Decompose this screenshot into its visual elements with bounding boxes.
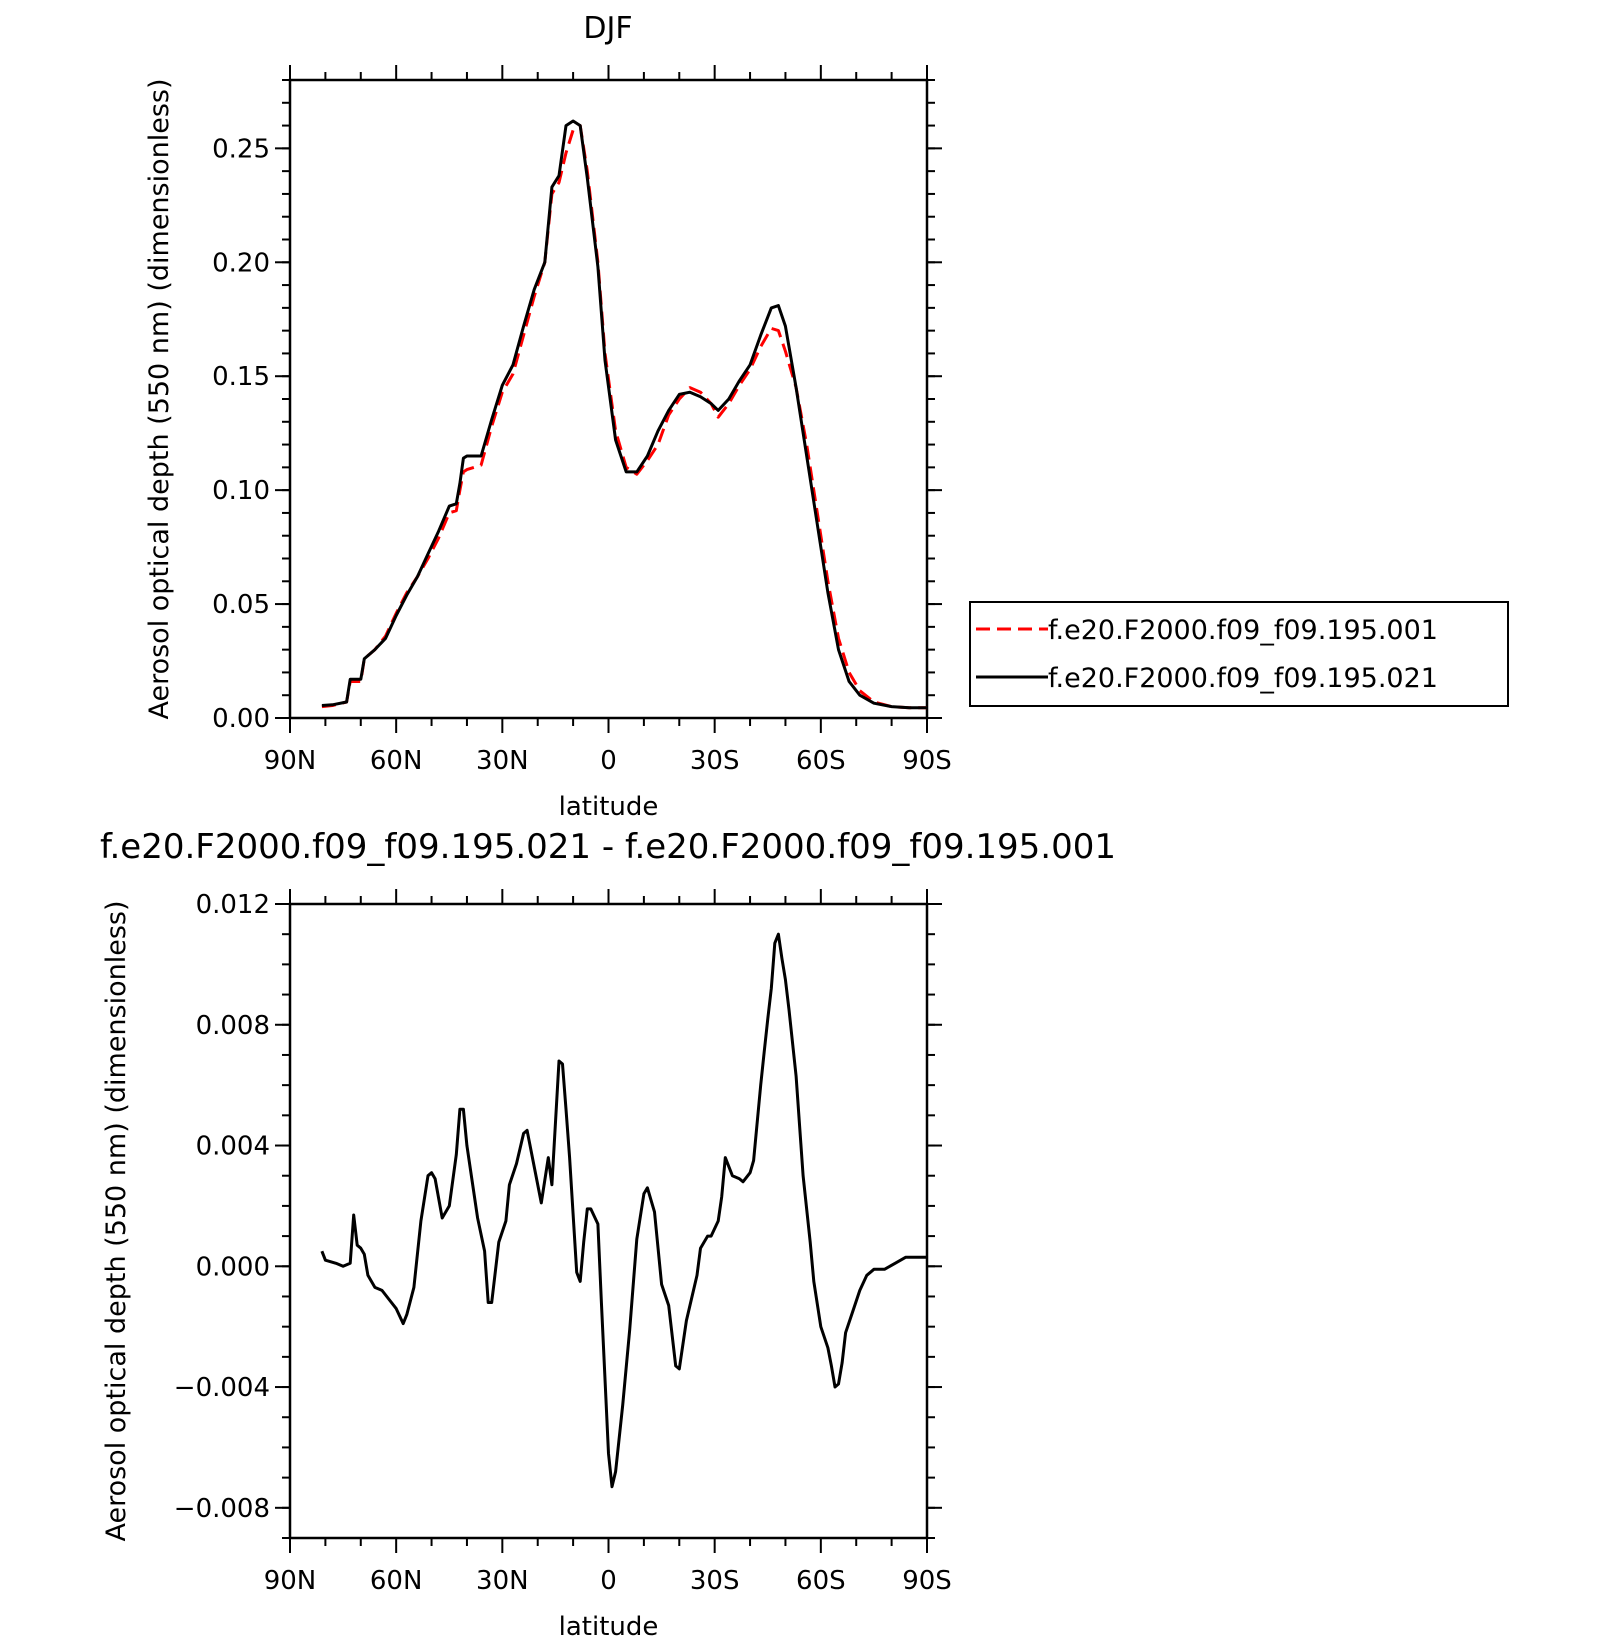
x-tick-label: 0	[600, 746, 617, 776]
x-tick-label: 90S	[902, 746, 952, 776]
legend-label-2: f.e20.F2000.f09_f09.195.021	[1048, 663, 1438, 694]
x-tick-label: 90N	[264, 1566, 317, 1596]
y-tick-label: 0.15	[212, 362, 270, 392]
y-tick-label: 0.00	[212, 704, 270, 734]
x-tick-label: 30N	[476, 746, 529, 776]
x-tick-label: 30S	[690, 746, 740, 776]
plot-frame-1	[288, 78, 929, 720]
x-tick-label: 0	[600, 1566, 617, 1596]
chart-title: DJF	[583, 11, 632, 46]
y-tick-label: 0.10	[212, 476, 270, 506]
series-line-1	[320, 932, 927, 1489]
x-tick-label: 60S	[796, 746, 846, 776]
chart-title: f.e20.F2000.f09_f09.195.021 - f.e20.F200…	[100, 827, 1116, 867]
y-tick-label: 0.25	[212, 134, 270, 164]
y-tick-label: 0.05	[212, 590, 270, 620]
legend-label-1: f.e20.F2000.f09_f09.195.001	[1048, 615, 1438, 646]
x-tick-label: 90N	[264, 746, 317, 776]
x-tick-label: 60S	[796, 1566, 846, 1596]
chart-layer: 90N 60N 30N 0 30S 60S 90S 0.00 0.05 0.10 0.15 0.20 0…	[100, 11, 1509, 1641]
y-tick-label: 0.008	[196, 1011, 270, 1041]
y-tick-label: 0.20	[212, 248, 270, 278]
y-tick-label: 0.012	[196, 890, 270, 920]
x-axis-label: latitude	[559, 1612, 659, 1641]
series-line-1	[321, 124, 927, 710]
y-axis-label: Aerosol optical depth (550 nm) (dimensio…	[144, 78, 175, 719]
y-tick-label: 0.000	[196, 1252, 270, 1282]
y-axis-label: Aerosol optical depth (550 nm) (dimensio…	[101, 900, 132, 1541]
y-tick-label: −0.004	[174, 1373, 270, 1403]
x-tick-label: 90S	[902, 1566, 952, 1596]
y-tick-label: 0.004	[196, 1132, 270, 1162]
x-tick-label: 30N	[476, 1566, 529, 1596]
series-line-2	[321, 119, 927, 710]
x-axis-label: latitude	[559, 792, 659, 822]
x-tick-label: 60N	[370, 746, 423, 776]
legend-box	[969, 601, 1509, 707]
x-tick-label: 60N	[370, 1566, 423, 1596]
x-tick-label: 30S	[690, 1566, 740, 1596]
y-tick-label: −0.008	[174, 1494, 270, 1524]
